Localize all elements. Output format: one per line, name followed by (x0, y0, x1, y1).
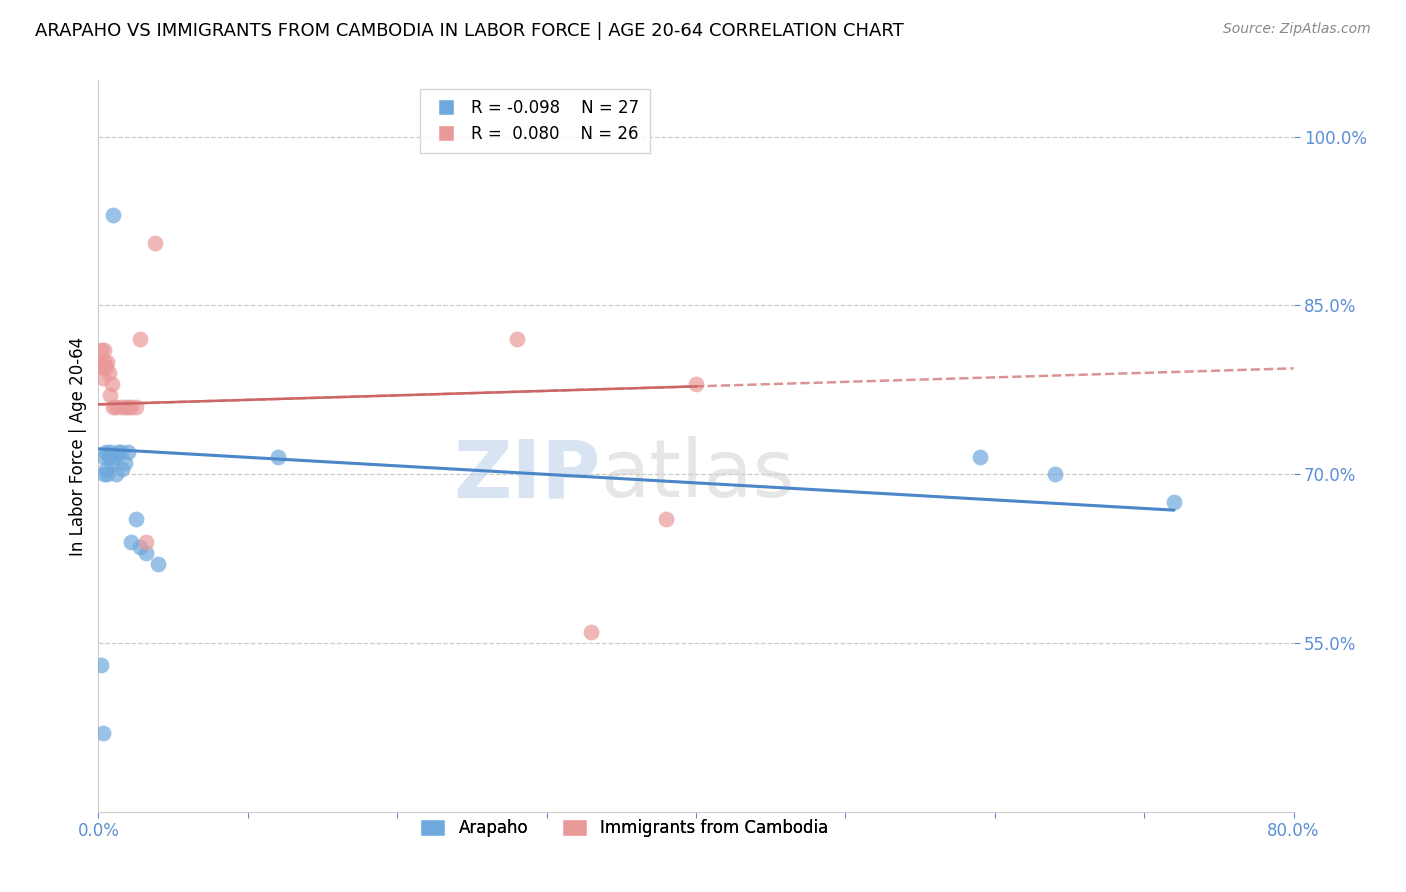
Point (94, 461, 117, 475)
Point (93, 354, 115, 368)
Point (91, 726, 114, 740)
Point (143, 236, 166, 251)
Point (1163, 495, 1185, 509)
Point (94, 444, 117, 458)
Point (506, 332, 529, 346)
Point (103, 208, 125, 222)
Y-axis label: In Labor Force | Age 20-64: In Labor Force | Age 20-64 (69, 336, 87, 556)
Point (91, 360, 114, 375)
Point (135, 546, 157, 560)
Point (96, 467, 118, 482)
Point (105, 467, 128, 482)
Point (89, 354, 111, 368)
Point (114, 456, 136, 470)
Point (120, 534, 142, 549)
Point (1043, 467, 1066, 482)
Text: Source: ZipAtlas.com: Source: ZipAtlas.com (1223, 22, 1371, 37)
Point (129, 332, 152, 346)
Point (117, 400, 139, 414)
Point (135, 534, 157, 549)
Point (129, 541, 152, 555)
Point (104, 450, 127, 465)
Point (93, 450, 115, 465)
Point (969, 450, 991, 465)
Point (125, 400, 148, 414)
Point (114, 400, 136, 414)
Point (685, 377, 707, 392)
Point (267, 450, 290, 465)
Text: ARAPAHO VS IMMIGRANTS FROM CAMBODIA IN LABOR FORCE | AGE 20-64 CORRELATION CHART: ARAPAHO VS IMMIGRANTS FROM CAMBODIA IN L… (35, 22, 904, 40)
Point (103, 400, 125, 414)
Text: atlas: atlas (600, 436, 794, 515)
Point (90, 343, 112, 358)
Point (105, 400, 128, 414)
Point (101, 377, 124, 392)
Point (93, 467, 115, 482)
Point (655, 512, 678, 526)
Point (98, 444, 122, 458)
Point (98, 388, 122, 402)
Point (97, 366, 120, 380)
Point (117, 444, 139, 458)
Point (125, 512, 148, 526)
Text: ZIP: ZIP (453, 436, 600, 515)
Point (111, 461, 134, 475)
Point (110, 444, 132, 458)
Point (96, 354, 118, 368)
Point (120, 400, 142, 414)
Point (94, 360, 117, 375)
Point (91, 371, 114, 385)
Point (581, 624, 603, 639)
Point (90, 360, 112, 375)
Point (148, 557, 170, 571)
Point (110, 400, 132, 414)
Point (107, 444, 129, 458)
Legend: Arapaho, Immigrants from Cambodia: Arapaho, Immigrants from Cambodia (413, 812, 835, 844)
Point (90, 658, 112, 673)
Point (93, 343, 115, 358)
Point (101, 456, 124, 470)
Point (97, 450, 120, 465)
